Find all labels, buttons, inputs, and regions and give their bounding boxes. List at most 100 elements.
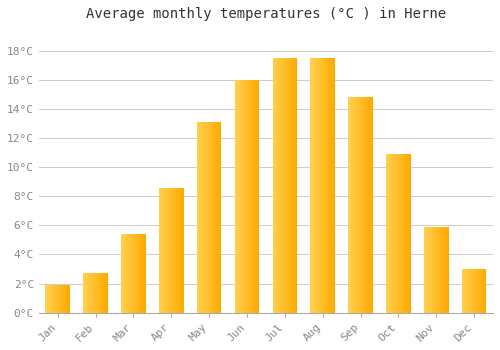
Bar: [252, 80, 254, 313]
Bar: [482, 269, 483, 313]
Bar: [471, 269, 472, 313]
Bar: [88, 273, 89, 313]
Bar: [66, 285, 67, 313]
Bar: [366, 97, 367, 313]
Bar: [312, 58, 313, 313]
Bar: [125, 234, 126, 313]
Bar: [280, 58, 281, 313]
Bar: [474, 269, 475, 313]
Bar: [442, 227, 443, 313]
Bar: [479, 269, 480, 313]
Bar: [213, 122, 214, 313]
Bar: [314, 58, 316, 313]
Bar: [362, 97, 363, 313]
Bar: [275, 58, 276, 313]
Bar: [395, 154, 396, 313]
Bar: [466, 269, 467, 313]
Bar: [215, 122, 216, 313]
Bar: [316, 58, 317, 313]
Bar: [136, 234, 138, 313]
Bar: [322, 58, 324, 313]
Bar: [367, 97, 368, 313]
Bar: [62, 285, 64, 313]
Bar: [104, 273, 106, 313]
Bar: [140, 234, 141, 313]
Bar: [406, 154, 408, 313]
Bar: [325, 58, 326, 313]
Bar: [257, 80, 258, 313]
Bar: [250, 80, 251, 313]
Bar: [480, 269, 482, 313]
Bar: [95, 273, 96, 313]
Bar: [208, 122, 209, 313]
Bar: [428, 227, 429, 313]
Bar: [292, 58, 293, 313]
Bar: [310, 58, 311, 313]
Bar: [183, 188, 184, 313]
Bar: [469, 269, 470, 313]
Bar: [206, 122, 208, 313]
Bar: [472, 269, 474, 313]
Bar: [327, 58, 328, 313]
Bar: [176, 188, 177, 313]
Bar: [166, 188, 167, 313]
Bar: [354, 97, 355, 313]
Bar: [135, 234, 136, 313]
Bar: [444, 227, 446, 313]
Title: Average monthly temperatures (°C ) in Herne: Average monthly temperatures (°C ) in He…: [86, 7, 446, 21]
Bar: [425, 227, 426, 313]
Bar: [107, 273, 108, 313]
Bar: [130, 234, 131, 313]
Bar: [386, 154, 387, 313]
Bar: [353, 97, 354, 313]
Bar: [465, 269, 466, 313]
Bar: [332, 58, 334, 313]
Bar: [429, 227, 430, 313]
Bar: [391, 154, 392, 313]
Bar: [370, 97, 371, 313]
Bar: [279, 58, 280, 313]
Bar: [430, 227, 432, 313]
Bar: [478, 269, 479, 313]
Bar: [58, 285, 59, 313]
Bar: [394, 154, 395, 313]
Bar: [399, 154, 400, 313]
Bar: [100, 273, 102, 313]
Bar: [205, 122, 206, 313]
Bar: [313, 58, 314, 313]
Bar: [102, 273, 103, 313]
Bar: [331, 58, 332, 313]
Bar: [468, 269, 469, 313]
Bar: [52, 285, 53, 313]
Bar: [182, 188, 183, 313]
Bar: [163, 188, 164, 313]
Bar: [318, 58, 320, 313]
Bar: [234, 80, 236, 313]
Bar: [398, 154, 399, 313]
Bar: [330, 58, 331, 313]
Bar: [438, 227, 440, 313]
Bar: [400, 154, 401, 313]
Bar: [236, 80, 237, 313]
Bar: [256, 80, 257, 313]
Bar: [290, 58, 292, 313]
Bar: [181, 188, 182, 313]
Bar: [405, 154, 406, 313]
Bar: [247, 80, 248, 313]
Bar: [408, 154, 409, 313]
Bar: [258, 80, 260, 313]
Bar: [251, 80, 252, 313]
Bar: [328, 58, 330, 313]
Bar: [46, 285, 47, 313]
Bar: [99, 273, 100, 313]
Bar: [220, 122, 222, 313]
Bar: [360, 97, 362, 313]
Bar: [159, 188, 160, 313]
Bar: [170, 188, 172, 313]
Bar: [387, 154, 388, 313]
Bar: [320, 58, 321, 313]
Bar: [369, 97, 370, 313]
Bar: [484, 269, 485, 313]
Bar: [92, 273, 93, 313]
Bar: [216, 122, 218, 313]
